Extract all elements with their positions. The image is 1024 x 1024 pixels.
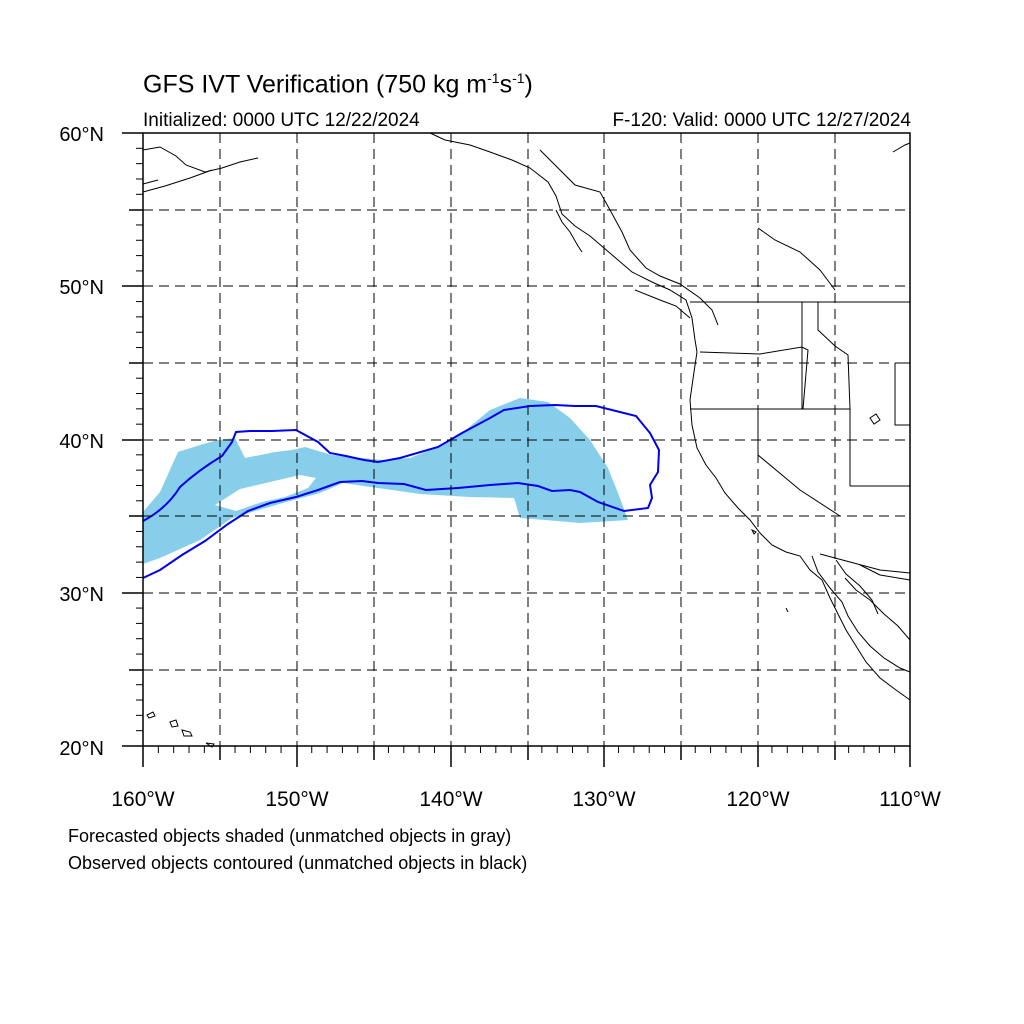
forecast-ivt-object xyxy=(143,398,628,564)
init-time-label: Initialized: 0000 UTC 12/22/2024 xyxy=(143,110,420,131)
lat-label-40n: 40°N xyxy=(59,431,104,453)
lon-label-130w: 130°W xyxy=(572,788,635,811)
observed-ivt-contour xyxy=(142,403,661,579)
lat-label-60n: 60°N xyxy=(59,124,104,146)
minor-ticks xyxy=(136,147,896,753)
lon-label-150w: 150°W xyxy=(265,788,328,811)
lon-label-140w: 140°W xyxy=(419,788,482,811)
forecast-object-gap xyxy=(215,475,316,511)
lon-label-160w: 160°W xyxy=(111,788,174,811)
plot-title: GFS IVT Verification (750 kg m-1s-1) xyxy=(143,70,533,99)
legend-forecast-note: Forecasted objects shaded (unmatched obj… xyxy=(68,826,512,846)
lon-label-110w: 110°W xyxy=(879,788,941,811)
lat-label-30n: 30°N xyxy=(59,584,104,606)
lon-label-120w: 120°W xyxy=(726,788,789,811)
legend-observed-note: Observed objects contoured (unmatched ob… xyxy=(68,853,528,873)
lat-label-20n: 20°N xyxy=(59,738,104,760)
valid-time-label: F-120: Valid: 0000 UTC 12/27/2024 xyxy=(612,110,911,131)
lat-label-50n: 50°N xyxy=(59,277,104,299)
major-ticks xyxy=(122,132,911,767)
graticule xyxy=(143,133,910,746)
